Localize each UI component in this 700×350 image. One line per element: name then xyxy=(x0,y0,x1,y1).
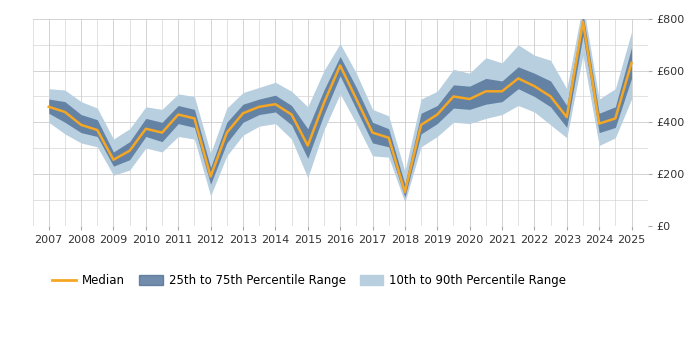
Legend: Median, 25th to 75th Percentile Range, 10th to 90th Percentile Range: Median, 25th to 75th Percentile Range, 1… xyxy=(48,270,571,292)
